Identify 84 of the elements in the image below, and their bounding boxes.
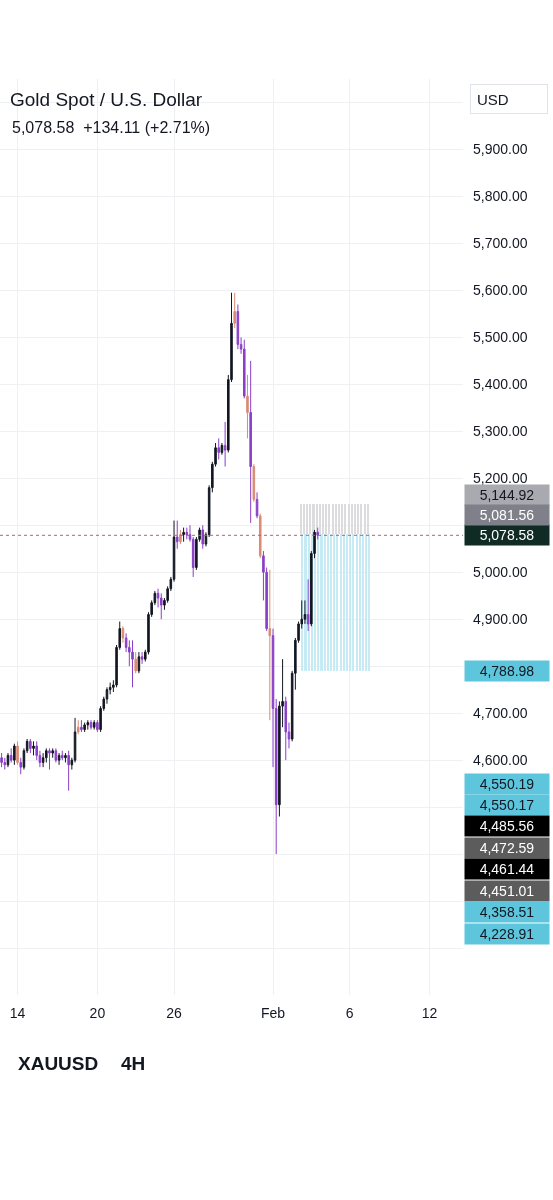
candlestick — [64, 752, 67, 763]
y-tick-label: 5,600.00 — [473, 282, 528, 299]
candlestick — [96, 719, 99, 733]
candlestick — [258, 513, 262, 559]
text: 4,228.91 — [479, 926, 535, 942]
candlestick — [246, 374, 249, 439]
text: 4H — [121, 1053, 146, 1074]
candlestick — [41, 752, 45, 768]
y-tick-label: 4,600.00 — [473, 752, 528, 769]
candlestick — [80, 719, 83, 733]
x-tick-label: 12 — [421, 1005, 438, 1021]
y-tick-label: 4,700.00 — [473, 705, 528, 722]
candlestick — [48, 747, 51, 771]
candlestick — [16, 740, 19, 766]
y-tick-label: 4,900.00 — [473, 611, 528, 628]
candlestick — [60, 750, 64, 761]
candlestick — [131, 639, 134, 688]
candlestick — [9, 747, 13, 763]
candlestick — [45, 747, 48, 763]
candlestick — [121, 625, 125, 644]
candlestick — [29, 738, 32, 754]
text: 4,472.59 — [479, 840, 535, 856]
candlestick — [89, 719, 93, 731]
text: 4,550.17 — [479, 797, 535, 813]
candlestick — [201, 524, 205, 550]
candlestick — [57, 752, 61, 766]
candlestick — [54, 747, 58, 763]
candlestick — [268, 569, 272, 721]
candlestick — [0, 752, 3, 768]
y-tick-label: 5,800.00 — [473, 188, 528, 205]
candlestick — [67, 750, 70, 792]
text: 4,550.19 — [479, 776, 535, 792]
candlestick — [32, 740, 35, 756]
y-axis-title: USD — [477, 90, 509, 108]
candlestick — [220, 442, 224, 456]
candlestick — [175, 520, 179, 550]
y-tick-label: 5,900.00 — [473, 141, 528, 158]
candlestick — [3, 757, 7, 771]
candlestick — [134, 651, 137, 674]
text: 4,358.51 — [479, 904, 535, 920]
text: 4,485.56 — [479, 818, 535, 834]
candlestick — [252, 463, 256, 503]
candlestick — [236, 303, 240, 350]
candlestick — [185, 527, 189, 540]
candlestick — [303, 599, 307, 625]
y-tick-label: 5,400.00 — [473, 376, 528, 393]
candlestick — [83, 722, 86, 733]
candlestick — [13, 743, 16, 766]
x-tick-label: 20 — [89, 1005, 106, 1021]
candlestick — [182, 527, 185, 543]
text: Gold Spot / U.S. Dollar — [10, 88, 203, 110]
candlestick — [217, 437, 221, 460]
y-tick-label: 5,700.00 — [473, 235, 528, 252]
x-tick-label: 6 — [345, 1005, 354, 1021]
candlestick — [6, 752, 10, 768]
y-tick-label: 5,200.00 — [473, 470, 528, 487]
x-tick-label: 14 — [9, 1005, 26, 1021]
candlestick — [140, 651, 144, 665]
candlestick — [249, 360, 252, 524]
candlestick — [255, 491, 259, 519]
candlestick — [137, 651, 141, 674]
candlestick — [242, 339, 246, 399]
candlestick — [233, 292, 236, 329]
candlestick — [159, 592, 163, 620]
text: 5,144.92 — [479, 487, 535, 503]
ref-line-label: 5,078.58 — [479, 527, 535, 543]
candlestick — [19, 757, 23, 775]
x-tick-label: 26 — [166, 1005, 183, 1021]
text: 4,461.44 — [479, 861, 535, 877]
text: 5,081.56 — [479, 507, 535, 523]
candlestick — [86, 719, 90, 731]
candlestick — [223, 421, 227, 468]
text: 5,078.58 +134.11 (+2.71%) — [12, 119, 211, 136]
candlestick — [76, 719, 80, 735]
candlestick — [284, 696, 288, 761]
text: 4,788.98 — [479, 663, 535, 679]
candlestick — [51, 747, 54, 759]
candlestick — [92, 719, 96, 731]
y-tick-label: 5,000.00 — [473, 564, 528, 581]
text: XAUUSD — [18, 1053, 99, 1074]
x-tick-label: Feb — [260, 1005, 286, 1021]
y-tick-label: 5,500.00 — [473, 329, 528, 346]
y-tick-label: 5,300.00 — [473, 423, 528, 440]
text: 4,451.01 — [479, 883, 535, 899]
